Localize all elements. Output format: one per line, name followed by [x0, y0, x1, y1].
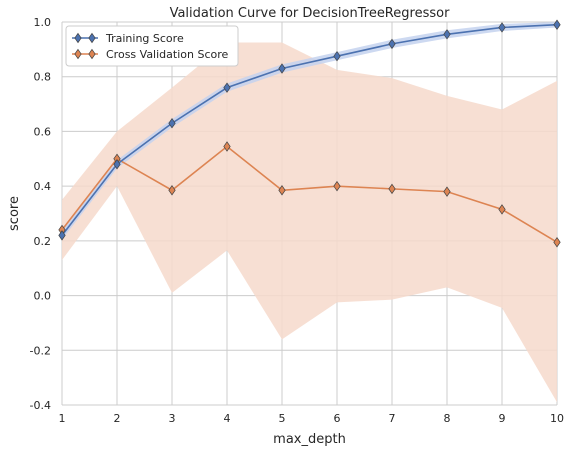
y-tick-label: 0.2 [34, 235, 52, 248]
x-tick-label: 4 [224, 412, 231, 425]
training-score-marker [113, 159, 121, 170]
y-tick-label: 0.0 [34, 290, 52, 303]
x-tick-label: 9 [499, 412, 506, 425]
x-tick-label: 6 [334, 412, 341, 425]
cv-score-band [62, 42, 557, 403]
x-tick-labels: 1 2 3 4 5 6 7 8 9 10 [59, 412, 565, 425]
cv-score-marker [223, 141, 231, 152]
y-tick-label: 0.8 [34, 71, 52, 84]
cv-score-marker [553, 237, 561, 248]
x-tick-label: 3 [169, 412, 176, 425]
y-tick-label: 0.6 [34, 125, 52, 138]
cv-score-marker [498, 204, 506, 215]
training-score-marker [553, 19, 561, 30]
x-tick-label: 2 [114, 412, 121, 425]
x-tick-label: 7 [389, 412, 396, 425]
series-lines [61, 23, 558, 243]
cv-score-line [61, 145, 558, 243]
cv-score-marker [333, 180, 341, 192]
y-axis-label: score [7, 196, 22, 231]
training-score-marker [333, 50, 341, 62]
y-tick-label: -0.4 [30, 399, 51, 412]
x-tick-label: 8 [444, 412, 451, 425]
training-score-line [61, 23, 558, 236]
y-tick-label: 1.0 [34, 16, 52, 29]
training-score-marker [388, 38, 396, 50]
series-markers [58, 19, 561, 248]
legend-marker [88, 48, 96, 60]
y-tick-labels: -0.4 -0.2 0.0 0.2 0.4 0.6 0.8 1.0 [30, 16, 51, 412]
legend-marker [88, 32, 96, 44]
cv-score-marker [443, 186, 451, 197]
legend-marker [74, 48, 82, 60]
legend-label: Cross Validation Score [106, 48, 229, 61]
training-score-marker [168, 118, 176, 129]
cv-score-marker [278, 185, 286, 196]
legend: Training Score Cross Validation Score [65, 25, 239, 67]
training-score-marker [58, 230, 66, 241]
cv-score-marker [388, 183, 396, 195]
training-score-marker [498, 22, 506, 33]
x-tick-label: 1 [59, 412, 66, 425]
training-score-marker [278, 63, 286, 74]
cv-score-marker [168, 185, 176, 196]
legend-marker [74, 32, 82, 44]
training-score-marker [223, 82, 231, 93]
x-axis-label: max_depth [273, 432, 346, 447]
chart-title: Validation Curve for DecisionTreeRegress… [170, 6, 451, 21]
legend-label: Training Score [105, 32, 184, 45]
x-tick-label: 10 [550, 412, 564, 425]
x-tick-label: 5 [279, 412, 286, 425]
y-tick-label: 0.4 [34, 180, 52, 193]
training-score-marker [443, 29, 451, 40]
y-tick-label: -0.2 [30, 344, 51, 357]
legend-box [65, 25, 239, 67]
